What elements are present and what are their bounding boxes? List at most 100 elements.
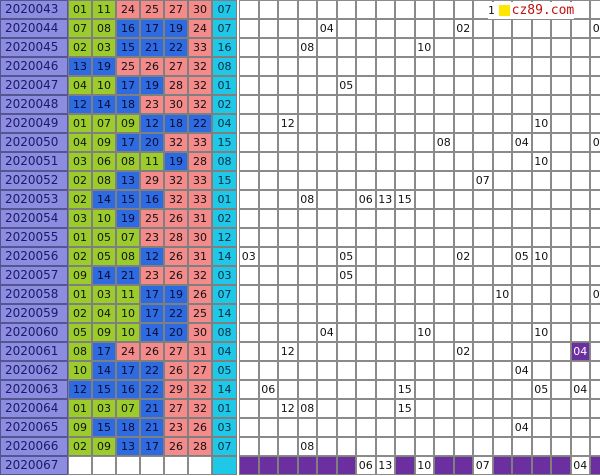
trend-empty-cell xyxy=(453,323,473,342)
period-number: 2020049 xyxy=(0,114,68,133)
red-ball-number: 30 xyxy=(164,95,188,114)
period-number: 2020044 xyxy=(0,19,68,38)
trend-empty-cell xyxy=(395,437,415,456)
trend-empty-cell xyxy=(512,171,532,190)
trend-empty-cell xyxy=(297,114,317,133)
trend-empty-cell xyxy=(297,285,317,304)
trend-empty-cell xyxy=(336,38,356,57)
trend-mark: 10 xyxy=(531,152,551,171)
trend-empty-cell xyxy=(375,171,395,190)
trend-empty-cell xyxy=(434,342,454,361)
trend-empty-cell xyxy=(356,19,376,38)
red-ball-number: 25 xyxy=(116,57,140,76)
blue-ball-number: 01 xyxy=(212,399,237,418)
trend-empty-cell xyxy=(551,38,571,57)
red-ball-number: 02 xyxy=(68,38,92,57)
trend-mark: 10 xyxy=(492,285,512,304)
trend-empty-cell xyxy=(297,323,317,342)
trend-empty-cell xyxy=(453,0,473,19)
forecast-bar-cell xyxy=(278,456,298,475)
forecast-bar-cell xyxy=(297,456,317,475)
period-number: 2020057 xyxy=(0,266,68,285)
red-ball-number: 26 xyxy=(140,57,164,76)
site-logo[interactable]: 1 cz89.com xyxy=(488,2,575,19)
trend-empty-cell xyxy=(356,76,376,95)
period-number: 2020053 xyxy=(0,190,68,209)
trend-empty-cell xyxy=(356,38,376,57)
trend-empty-cell xyxy=(414,380,434,399)
red-ball-number: 28 xyxy=(188,437,212,456)
trend-empty-cell xyxy=(512,399,532,418)
trend-empty-cell xyxy=(570,133,590,152)
trend-empty-cell xyxy=(395,266,415,285)
trend-empty-cell xyxy=(570,95,590,114)
trend-empty-cell xyxy=(473,57,493,76)
trend-empty-cell xyxy=(336,380,356,399)
trend-empty-cell xyxy=(375,19,395,38)
trend-empty-cell xyxy=(414,266,434,285)
trend-empty-cell xyxy=(570,228,590,247)
trend-empty-cell xyxy=(434,114,454,133)
trend-empty-cell xyxy=(531,38,551,57)
trend-empty-cell xyxy=(336,171,356,190)
red-ball-number: 01 xyxy=(68,228,92,247)
trend-empty-cell xyxy=(317,190,337,209)
trend-empty-cell xyxy=(317,133,337,152)
period-number: 2020061 xyxy=(0,342,68,361)
trend-empty-cell xyxy=(317,399,337,418)
trend-empty-cell xyxy=(297,0,317,19)
trend-empty-cell xyxy=(336,95,356,114)
trend-empty-cell xyxy=(551,342,571,361)
trend-empty-cell xyxy=(531,399,551,418)
trend-empty-cell xyxy=(551,247,571,266)
blue-ball-number: 03 xyxy=(212,266,237,285)
trend-empty-cell xyxy=(590,380,600,399)
trend-empty-cell xyxy=(590,247,600,266)
red-ball-number: 07 xyxy=(92,114,116,133)
trend-empty-cell xyxy=(551,304,571,323)
trend-empty-cell xyxy=(590,57,600,76)
trend-mark: 04 xyxy=(317,19,337,38)
red-ball-number: 15 xyxy=(92,418,116,437)
trend-empty-cell xyxy=(258,418,278,437)
trend-mark: 08 xyxy=(434,133,454,152)
trend-empty-cell xyxy=(258,76,278,95)
trend-mark: 06 xyxy=(258,380,278,399)
red-ball-number: 08 xyxy=(92,171,116,190)
trend-empty-cell xyxy=(473,342,493,361)
trend-empty-cell xyxy=(278,19,298,38)
period-number: 2020043 xyxy=(0,0,68,19)
trend-empty-cell xyxy=(590,304,600,323)
red-ball-number: 22 xyxy=(164,38,188,57)
trend-empty-cell xyxy=(453,152,473,171)
period-number: 2020048 xyxy=(0,95,68,114)
trend-empty-cell xyxy=(473,228,493,247)
red-ball-number: 17 xyxy=(140,19,164,38)
trend-empty-cell xyxy=(336,323,356,342)
red-ball-number: 28 xyxy=(164,228,188,247)
trend-empty-cell xyxy=(590,361,600,380)
trend-empty-cell xyxy=(317,361,337,380)
red-ball-number: 32 xyxy=(164,190,188,209)
trend-empty-cell xyxy=(239,361,259,380)
red-ball-number: 17 xyxy=(116,361,140,380)
trend-empty-cell xyxy=(434,171,454,190)
trend-empty-cell xyxy=(453,285,473,304)
blue-ball-number: 14 xyxy=(212,304,237,323)
trend-empty-cell xyxy=(473,361,493,380)
trend-empty-cell xyxy=(434,0,454,19)
trend-empty-cell xyxy=(375,57,395,76)
trend-empty-cell xyxy=(531,437,551,456)
trend-empty-cell xyxy=(258,228,278,247)
trend-empty-cell xyxy=(590,399,600,418)
trend-empty-cell xyxy=(551,133,571,152)
trend-empty-cell xyxy=(551,171,571,190)
trend-empty-cell xyxy=(395,38,415,57)
blue-ball-number: 15 xyxy=(212,133,237,152)
trend-empty-cell xyxy=(395,76,415,95)
trend-empty-cell xyxy=(473,285,493,304)
trend-empty-cell xyxy=(434,247,454,266)
trend-empty-cell xyxy=(375,285,395,304)
trend-empty-cell xyxy=(278,304,298,323)
trend-empty-cell xyxy=(434,323,454,342)
